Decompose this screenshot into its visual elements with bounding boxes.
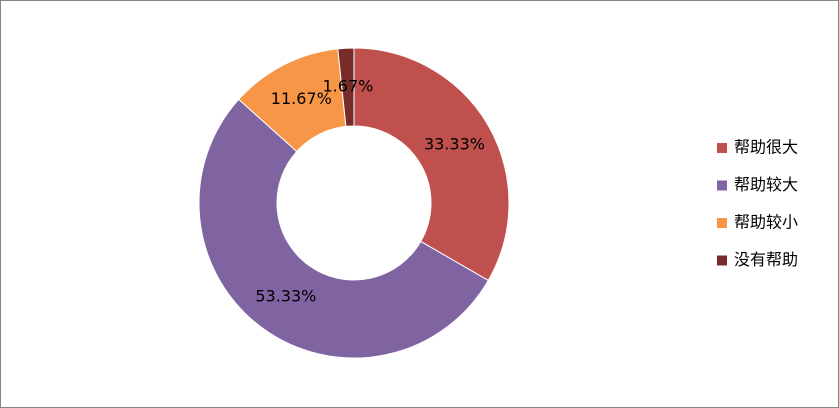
doughnut-slice [198,98,489,359]
legend-label: 帮助较大 [734,175,798,194]
legend-label: 帮助较小 [734,213,798,232]
data-label: 33.33% [424,134,485,153]
legend-label: 帮助很大 [734,138,798,157]
data-label: 1.67% [323,77,374,96]
legend-swatch [717,255,727,266]
doughnut-slice [337,47,355,127]
legend-label: 没有帮助 [734,250,798,269]
data-label: 53.33% [255,286,316,305]
legend-swatch [717,143,727,153]
data-label: 11.67% [271,89,332,108]
doughnut-slice [353,47,510,282]
legend-swatch [717,218,727,228]
legend-swatch [717,180,727,191]
